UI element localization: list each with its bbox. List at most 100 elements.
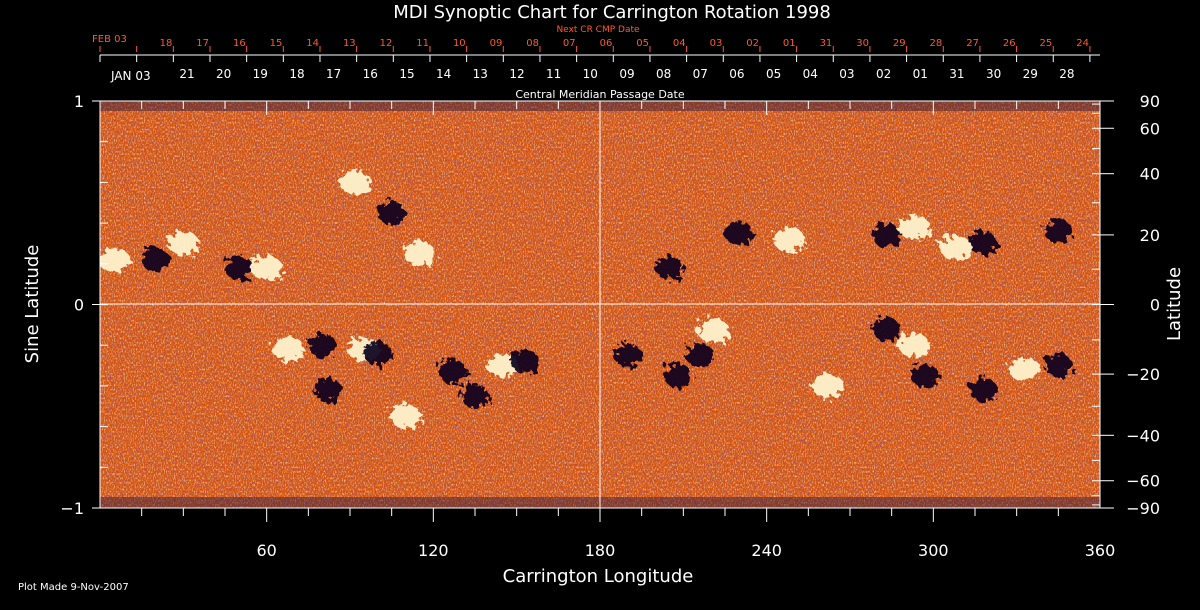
cmp-date-label: 20 [216, 67, 231, 81]
cmp-date-label: 18 [289, 67, 304, 81]
next-cr-date-label: 18 [160, 38, 173, 49]
y-left-tick-label: 1 [74, 92, 84, 111]
negative-region [308, 333, 337, 358]
next-cr-date-label: 31 [820, 38, 833, 49]
x-tick-label: 180 [585, 541, 616, 560]
chart-title: MDI Synoptic Chart for Carrington Rotati… [393, 2, 831, 23]
cmp-date-label: 17 [326, 67, 341, 81]
positive-region [1009, 357, 1041, 382]
next-cr-date-label: 08 [526, 38, 539, 49]
negative-region [969, 377, 998, 402]
negative-region [663, 363, 692, 388]
y-left-ticks [92, 100, 108, 509]
cmp-month-label: JAN 03 [110, 69, 151, 83]
next-cr-date-label: 12 [380, 38, 393, 49]
y-right-tick-label: 40 [1140, 165, 1160, 184]
cmp-date-label: 16 [363, 67, 378, 81]
negative-region [363, 341, 392, 366]
positive-region [167, 231, 200, 256]
y-right-tick-label: −60 [1126, 472, 1160, 491]
positive-region [100, 247, 130, 272]
cmp-axis-label: Central Meridian Passage Date [515, 88, 684, 101]
y-right-tick-label: 0 [1150, 296, 1160, 315]
cmp-date-label: 29 [1023, 67, 1038, 81]
y-right-tick-label: 20 [1140, 226, 1160, 245]
cmp-date-label: 04 [803, 67, 818, 81]
next-cr-date-label: 15 [270, 38, 283, 49]
next-cr-month-label: FEB 03 [92, 34, 127, 45]
next-cr-date-label: 10 [453, 38, 466, 49]
positive-region [403, 241, 436, 266]
x-tick-label: 60 [256, 541, 276, 560]
next-cr-date-label: 16 [233, 38, 246, 49]
cmp-date-label: 19 [253, 67, 268, 81]
next-cr-date-label: 02 [746, 38, 759, 49]
next-cr-date-label: 28 [930, 38, 943, 49]
cmp-date-label: 08 [656, 67, 671, 81]
next-cr-date-label: 13 [343, 38, 356, 49]
next-cr-date-label: 27 [966, 38, 979, 49]
cmp-date-label: 11 [546, 67, 561, 81]
y-right-tick-label: −90 [1126, 499, 1160, 518]
y-right-tick-label: 60 [1140, 119, 1160, 138]
next-cr-date-label: 14 [306, 38, 319, 49]
negative-region [724, 221, 753, 246]
y-right-tick-label: −40 [1126, 426, 1160, 445]
next-cr-axis-label: Next CR CMP Date [556, 25, 640, 35]
cmp-date-label: 12 [509, 67, 524, 81]
x-tick-label: 120 [418, 541, 449, 560]
x-tick-label: 300 [918, 541, 949, 560]
magnetogram-map [100, 101, 1100, 508]
x-tick-label: 240 [751, 541, 782, 560]
positive-region [389, 404, 422, 429]
x-axis-tick-labels: 60 120 180 240 300 360 [256, 541, 1115, 560]
y-right-tick-label: 90 [1140, 92, 1160, 111]
cmp-date-label: 28 [1059, 67, 1074, 81]
positive-region [250, 255, 283, 280]
x-tick-label: 360 [1085, 541, 1116, 560]
positive-region [272, 337, 305, 362]
positive-region [939, 235, 972, 260]
negative-region [911, 363, 939, 388]
cmp-date-labels: 21 20 19 18 17 16 15 14 13 12 11 10 09 08 07 06 05 04 03 02… [179, 67, 1074, 81]
negative-region [1044, 219, 1073, 244]
cmp-date-label: 07 [693, 67, 708, 81]
next-cr-date-label: 17 [196, 38, 209, 49]
y-right-tick-label: −20 [1126, 365, 1160, 384]
negative-region [511, 349, 539, 374]
cmp-date-label: 05 [766, 67, 781, 81]
next-cr-date-label: 26 [1003, 38, 1016, 49]
cmp-date-label: 31 [949, 67, 964, 81]
next-cr-date-label: 30 [856, 38, 869, 49]
cmp-date-label: 10 [583, 67, 598, 81]
cmp-date-label: 30 [986, 67, 1001, 81]
negative-region [313, 377, 342, 402]
cmp-date-label: 09 [619, 67, 634, 81]
positive-region [486, 353, 519, 378]
x-axis-label: Carrington Longitude [503, 566, 694, 587]
cmp-date-label: 15 [399, 67, 414, 81]
active-regions [100, 170, 1073, 429]
negative-region [613, 343, 642, 368]
negative-region [1044, 353, 1073, 378]
negative-region [872, 223, 901, 248]
negative-region [141, 247, 170, 272]
y-left-tick-labels: 1 0 −1 [60, 92, 84, 518]
next-cr-date-label: 06 [600, 38, 613, 49]
negative-region [438, 359, 467, 384]
positive-region [897, 215, 930, 240]
negative-region [655, 255, 684, 280]
positive-region [772, 227, 805, 252]
negative-region [224, 255, 253, 280]
next-cr-date-label: 05 [636, 38, 649, 49]
negative-region [461, 384, 489, 409]
positive-region [339, 170, 372, 195]
next-cr-date-label: 29 [893, 38, 906, 49]
y-left-tick-label: −1 [60, 499, 84, 518]
y-right-axis-label: Latitude [1164, 267, 1185, 341]
negative-region [377, 200, 406, 225]
next-cr-date-ticks: 18 17 16 15 14 13 12 11 10 09 08 07 06 05 04 03 02 01 31 30… [99, 38, 1091, 52]
positive-region [697, 318, 730, 343]
y-left-tick-label: 0 [74, 296, 84, 315]
next-cr-date-label: 04 [673, 38, 686, 49]
